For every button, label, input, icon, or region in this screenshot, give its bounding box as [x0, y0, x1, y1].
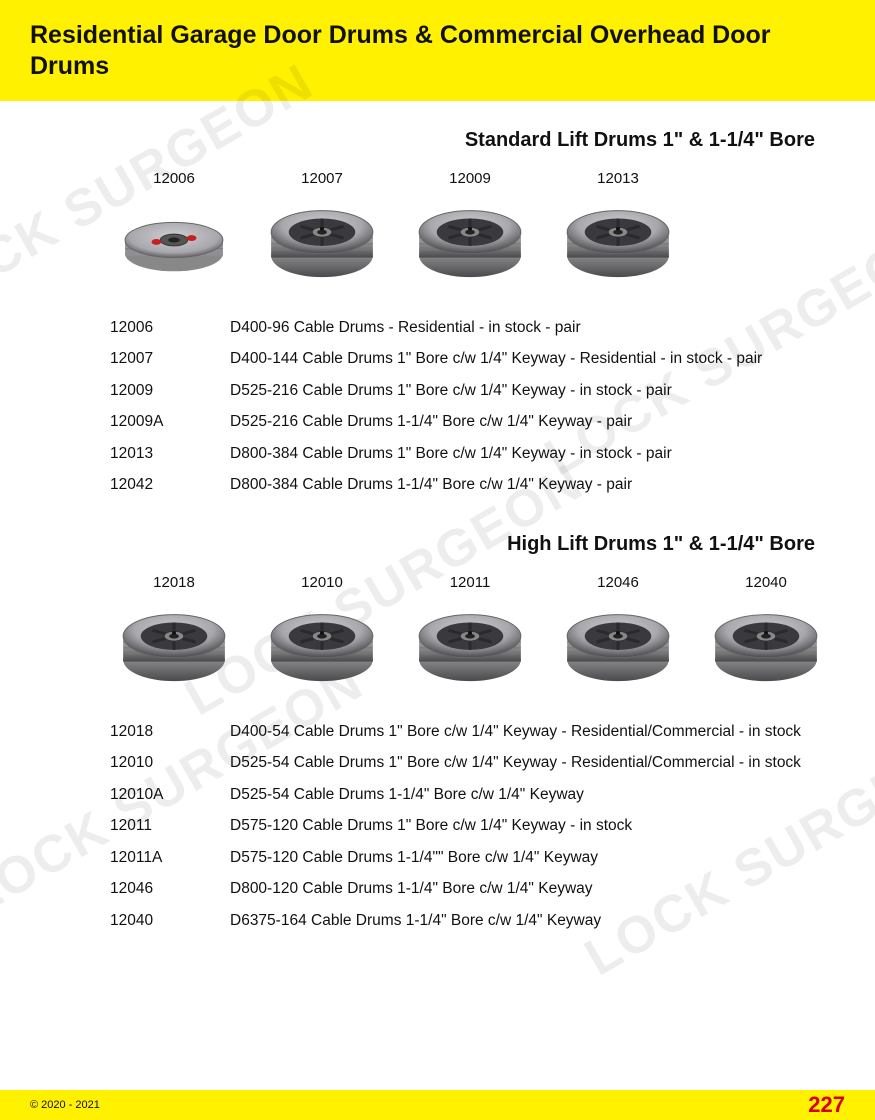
spec-code: 12009A [110, 414, 230, 430]
drum-label: 12010 [301, 574, 343, 591]
spec-code: 12010A [110, 787, 230, 803]
drum-label: 12009 [449, 170, 491, 187]
spec-desc: D575-120 Cable Drums 1-1/4"" Bore c/w 1/… [230, 850, 845, 866]
section2-title: High Lift Drums 1" & 1-1/4" Bore [30, 533, 845, 556]
section2-spec-table: 12018D400-54 Cable Drums 1" Bore c/w 1/4… [30, 724, 845, 929]
spec-code: 12013 [110, 446, 230, 462]
spec-row: 12009D525-216 Cable Drums 1" Bore c/w 1/… [110, 383, 845, 399]
spec-code: 12042 [110, 477, 230, 493]
drum-label: 12006 [153, 170, 195, 187]
drum-item: 12006 [110, 170, 238, 290]
page-title: Residential Garage Door Drums & Commerci… [30, 20, 845, 83]
drum-icon [559, 599, 677, 689]
spec-desc: D800-120 Cable Drums 1-1/4" Bore c/w 1/4… [230, 881, 845, 897]
section1-spec-table: 12006D400-96 Cable Drums - Residential -… [30, 320, 845, 493]
drum-icon [559, 195, 677, 285]
drum-item: 12046 [554, 574, 682, 694]
spec-desc: D800-384 Cable Drums 1-1/4" Bore c/w 1/4… [230, 477, 845, 493]
spec-row: 12010D525-54 Cable Drums 1" Bore c/w 1/4… [110, 755, 845, 771]
spec-row: 12013D800-384 Cable Drums 1" Bore c/w 1/… [110, 446, 845, 462]
spec-code: 12011 [110, 818, 230, 834]
spec-row: 12018D400-54 Cable Drums 1" Bore c/w 1/4… [110, 724, 845, 740]
drum-item: 12040 [702, 574, 830, 694]
drum-icon [115, 599, 233, 689]
drum-item: 12009 [406, 170, 534, 290]
spec-desc: D800-384 Cable Drums 1" Bore c/w 1/4" Ke… [230, 446, 845, 462]
drum-item: 12018 [110, 574, 238, 694]
section1-title: Standard Lift Drums 1" & 1-1/4" Bore [30, 129, 845, 152]
spec-row: 12006D400-96 Cable Drums - Residential -… [110, 320, 845, 336]
spec-desc: D400-54 Cable Drums 1" Bore c/w 1/4" Key… [230, 724, 845, 740]
spec-code: 12011A [110, 850, 230, 866]
spec-code: 12007 [110, 351, 230, 367]
section1-drum-row: 12006 12007 [30, 170, 845, 290]
spec-desc: D525-54 Cable Drums 1-1/4" Bore c/w 1/4"… [230, 787, 845, 803]
drum-label: 12013 [597, 170, 639, 187]
drum-label: 12046 [597, 574, 639, 591]
spec-row: 12040D6375-164 Cable Drums 1-1/4" Bore c… [110, 913, 845, 929]
spec-row: 12011AD575-120 Cable Drums 1-1/4"" Bore … [110, 850, 845, 866]
page-number: 227 [808, 1092, 845, 1118]
spec-code: 12046 [110, 881, 230, 897]
footer-bar: © 2020 - 2021 227 [0, 1090, 875, 1120]
drum-label: 12011 [450, 574, 491, 591]
spec-row: 12010AD525-54 Cable Drums 1-1/4" Bore c/… [110, 787, 845, 803]
drum-icon [707, 599, 825, 689]
drum-icon [411, 599, 529, 689]
spec-desc: D525-216 Cable Drums 1-1/4" Bore c/w 1/4… [230, 414, 845, 430]
drum-item: 12013 [554, 170, 682, 290]
content: Standard Lift Drums 1" & 1-1/4" Bore 120… [0, 129, 875, 929]
spec-code: 12009 [110, 383, 230, 399]
spec-code: 12018 [110, 724, 230, 740]
drum-icon [115, 195, 233, 285]
spec-row: 12042D800-384 Cable Drums 1-1/4" Bore c/… [110, 477, 845, 493]
spec-code: 12006 [110, 320, 230, 336]
drum-icon [263, 599, 381, 689]
drum-label: 12007 [301, 170, 343, 187]
spec-desc: D575-120 Cable Drums 1" Bore c/w 1/4" Ke… [230, 818, 845, 834]
spec-row: 12007D400-144 Cable Drums 1" Bore c/w 1/… [110, 351, 845, 367]
header-bar: Residential Garage Door Drums & Commerci… [0, 0, 875, 101]
spec-desc: D400-96 Cable Drums - Residential - in s… [230, 320, 845, 336]
spec-desc: D6375-164 Cable Drums 1-1/4" Bore c/w 1/… [230, 913, 845, 929]
spec-row: 12011D575-120 Cable Drums 1" Bore c/w 1/… [110, 818, 845, 834]
spec-desc: D400-144 Cable Drums 1" Bore c/w 1/4" Ke… [230, 351, 845, 367]
drum-label: 12040 [745, 574, 787, 591]
spec-desc: D525-216 Cable Drums 1" Bore c/w 1/4" Ke… [230, 383, 845, 399]
spec-code: 12040 [110, 913, 230, 929]
spec-desc: D525-54 Cable Drums 1" Bore c/w 1/4" Key… [230, 755, 845, 771]
spec-code: 12010 [110, 755, 230, 771]
drum-item: 12007 [258, 170, 386, 290]
drum-icon [411, 195, 529, 285]
copyright: © 2020 - 2021 [30, 1099, 100, 1111]
section2-drum-row: 12018 [30, 574, 845, 694]
spec-row: 12046D800-120 Cable Drums 1-1/4" Bore c/… [110, 881, 845, 897]
spec-row: 12009AD525-216 Cable Drums 1-1/4" Bore c… [110, 414, 845, 430]
drum-item: 12011 [406, 574, 534, 694]
drum-item: 12010 [258, 574, 386, 694]
drum-label: 12018 [153, 574, 195, 591]
drum-icon [263, 195, 381, 285]
